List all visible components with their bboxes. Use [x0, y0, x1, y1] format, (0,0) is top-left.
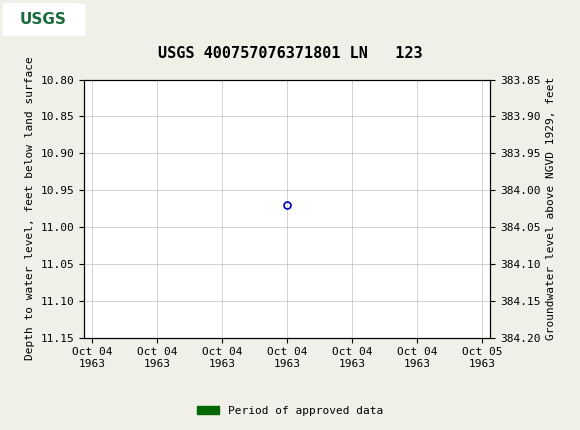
- Y-axis label: Depth to water level, feet below land surface: Depth to water level, feet below land su…: [25, 57, 35, 360]
- Y-axis label: Groundwater level above NGVD 1929, feet: Groundwater level above NGVD 1929, feet: [546, 77, 556, 340]
- Text: USGS 400757076371801 LN   123: USGS 400757076371801 LN 123: [158, 46, 422, 61]
- Bar: [3, 3, 78, 36]
- Legend: Period of approved data: Period of approved data: [193, 401, 387, 420]
- FancyBboxPatch shape: [3, 4, 84, 35]
- Text: ≡USGS: ≡USGS: [6, 10, 71, 28]
- Text: USGS: USGS: [20, 12, 67, 27]
